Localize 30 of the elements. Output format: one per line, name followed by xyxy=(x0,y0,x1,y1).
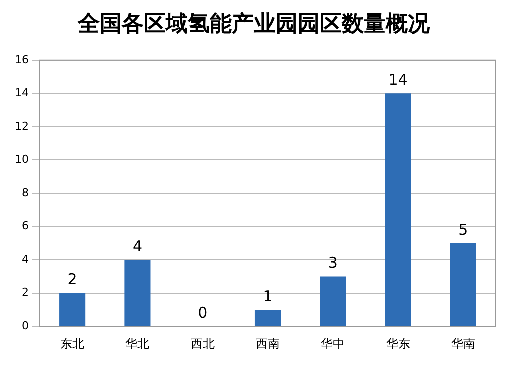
bar xyxy=(385,94,412,326)
x-tick-label: 东北 xyxy=(60,336,85,351)
bar xyxy=(320,276,346,326)
x-tick-label: 华东 xyxy=(386,336,410,351)
bar xyxy=(60,293,86,326)
y-tick-label: 4 xyxy=(22,252,29,266)
bar xyxy=(450,243,476,326)
x-tick-label: 西北 xyxy=(190,336,215,351)
x-tick-label: 西南 xyxy=(256,336,280,351)
x-tick-label: 华南 xyxy=(451,336,476,351)
y-tick-label: 6 xyxy=(22,220,29,233)
y-tick-label: 8 xyxy=(22,186,29,200)
y-tick-label: 0 xyxy=(22,319,29,332)
bar xyxy=(124,260,151,326)
data-label: 2 xyxy=(68,270,78,289)
x-tick-label: 华中 xyxy=(321,336,346,351)
data-label: 4 xyxy=(132,237,142,256)
data-label: 1 xyxy=(263,287,273,306)
chart-title: 全国各区域氢能产业园园区数量概况 xyxy=(77,10,431,37)
bar xyxy=(254,310,282,326)
data-label: 5 xyxy=(458,220,468,239)
y-tick-label: 14 xyxy=(14,86,29,100)
y-tick-label: 16 xyxy=(14,53,29,66)
data-label: 0 xyxy=(198,304,208,322)
y-tick-label: 12 xyxy=(14,120,29,133)
y-tick-label: 2 xyxy=(22,286,29,300)
data-label: 3 xyxy=(328,254,338,272)
x-tick-label: 华北 xyxy=(126,336,150,351)
data-label: 14 xyxy=(388,71,408,90)
y-tick-label: 10 xyxy=(14,153,29,166)
